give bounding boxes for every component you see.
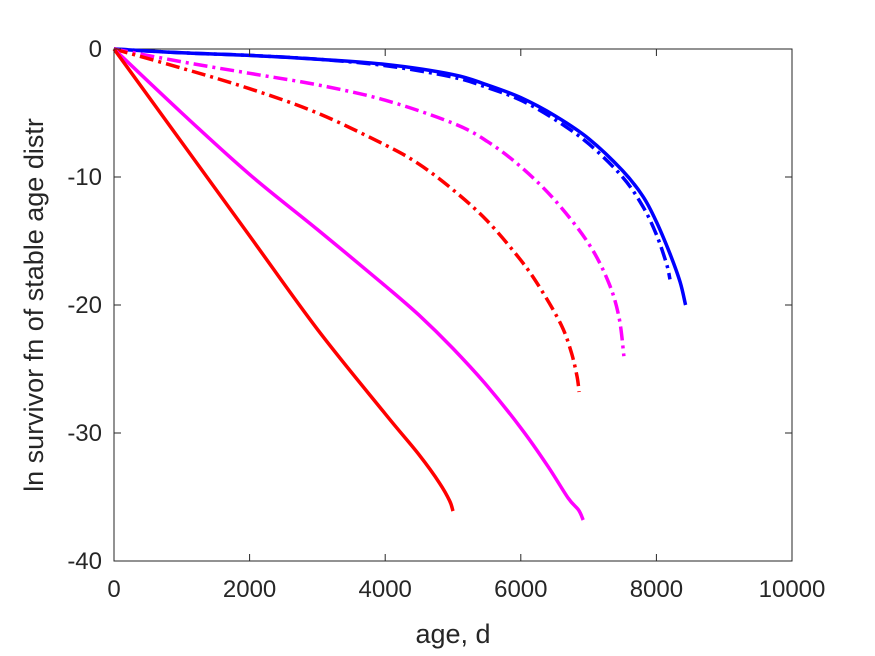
x-tick-label: 6000 <box>494 576 547 603</box>
tick-layer: 0 2000 4000 6000 8000 10000 0 -10 -20 -30 -40 <box>67 36 825 603</box>
series-line-2 <box>113 47 672 280</box>
series-layer <box>112 47 688 521</box>
y-tick-label: -30 <box>67 420 102 447</box>
y-tick-label: -10 <box>67 164 102 191</box>
y-tick-label: -40 <box>67 548 102 575</box>
series-line-4 <box>113 47 581 393</box>
series-line-5 <box>112 47 585 521</box>
x-axis-title: age, d <box>415 619 490 649</box>
x-tick-label: 2000 <box>223 576 276 603</box>
y-tick-label: 0 <box>89 36 102 63</box>
plot-area <box>113 48 793 562</box>
y-axis-title: ln survivor fn of stable age distr <box>19 118 49 492</box>
x-tick-label: 10000 <box>759 576 826 603</box>
x-tick-label: 8000 <box>630 576 683 603</box>
y-tick-label: -20 <box>67 292 102 319</box>
x-tick-label: 0 <box>107 576 120 603</box>
x-tick-label: 4000 <box>359 576 412 603</box>
series-line-3 <box>113 47 626 357</box>
series-line-6 <box>112 47 455 512</box>
series-line-1 <box>113 47 688 306</box>
